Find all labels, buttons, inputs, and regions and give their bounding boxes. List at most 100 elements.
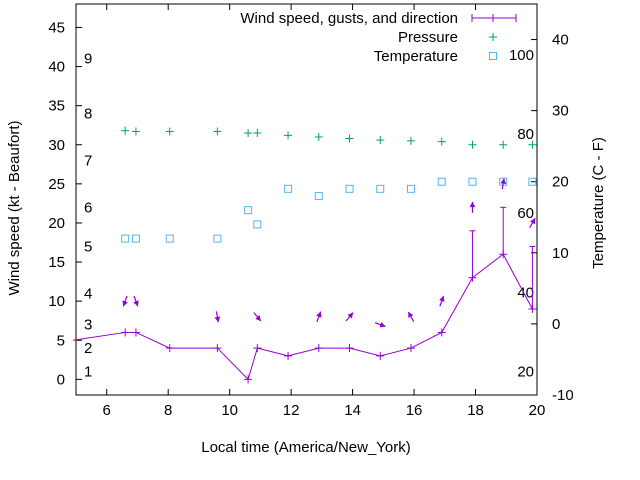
pressure-point xyxy=(345,134,354,143)
legend-temperature-symbol xyxy=(489,52,497,60)
y2-tick-label: 10 xyxy=(552,245,569,262)
legend-pressure-symbol xyxy=(489,33,497,41)
temperature-point xyxy=(468,177,477,186)
temperature-point xyxy=(284,184,293,193)
pressure-point xyxy=(131,127,140,136)
beaufort-label: 1 xyxy=(84,364,92,381)
y2-tick-label: -10 xyxy=(552,387,574,404)
temperature-point xyxy=(213,234,222,243)
fahrenheit-label: 20 xyxy=(517,364,534,381)
wind-speed-point xyxy=(406,344,415,353)
wind-direction-arrow xyxy=(374,321,386,328)
y-tick-label: 20 xyxy=(48,215,65,232)
temperature-point xyxy=(345,184,354,193)
temperature-point xyxy=(437,177,446,186)
pressure-point xyxy=(284,131,293,140)
pressure-point xyxy=(121,126,130,135)
pressure-point xyxy=(437,137,446,146)
fahrenheit-label: 60 xyxy=(517,205,534,222)
tick-group: 6 8 10 12 14 16 18 20051015202530354045-1001020… xyxy=(48,4,574,419)
wind-direction-arrow xyxy=(133,295,139,307)
pressure-point xyxy=(406,136,415,145)
wind-speed-point xyxy=(165,344,174,353)
x-axis-label: Local time (America/New_York) xyxy=(201,439,411,456)
temperature-point xyxy=(528,177,537,186)
pressure-point xyxy=(165,127,174,136)
beaufort-scale-group: 1 2 3 4 5 6 7 8 9 xyxy=(84,51,92,381)
y-tick-label: 15 xyxy=(48,254,65,271)
temperature-point xyxy=(121,234,130,243)
fahrenheit-labels-group: 20 40 60 80 100 xyxy=(509,47,534,380)
wind-direction-arrow xyxy=(529,217,536,229)
fahrenheit-label: 80 xyxy=(517,126,534,143)
x-tick-label: 12 xyxy=(283,402,300,419)
pressure-point xyxy=(499,140,508,149)
y2-tick-label: 40 xyxy=(552,32,569,49)
y-tick-label: 0 xyxy=(57,371,65,388)
wind-speed-line xyxy=(72,253,533,381)
wind-speed-point xyxy=(376,351,385,360)
pressure-point xyxy=(314,132,323,141)
beaufort-label: 8 xyxy=(84,105,92,122)
beaufort-label: 2 xyxy=(84,340,92,357)
x-tick-label: 14 xyxy=(344,402,361,419)
beaufort-label: 3 xyxy=(84,317,92,334)
y-tick-label: 10 xyxy=(48,293,65,310)
wind-speed-point xyxy=(345,344,354,353)
temperature-point xyxy=(314,191,323,200)
temperature-point xyxy=(253,220,262,229)
plot-area-border xyxy=(75,3,538,396)
pressure-point xyxy=(244,129,253,138)
x-tick-label: 10 xyxy=(221,402,238,419)
wind-speed-point xyxy=(253,344,262,353)
beaufort-label: 9 xyxy=(84,51,92,68)
x-tick-label: 8 xyxy=(164,402,172,419)
wind-direction-arrow xyxy=(122,295,128,307)
legend-label: Temperature xyxy=(374,48,458,65)
wind-speed-point xyxy=(213,344,222,353)
wind-speed-point xyxy=(244,375,253,384)
wind-direction-arrow xyxy=(407,311,415,322)
x-tick-label: 20 xyxy=(529,402,546,419)
beaufort-label: 7 xyxy=(84,152,92,169)
wind-speed-point xyxy=(437,328,446,337)
wind-direction-arrow xyxy=(469,201,476,213)
fahrenheit-label: 100 xyxy=(509,47,534,64)
temperature-point xyxy=(165,234,174,243)
y2-axis-label: Temperature (C - F) xyxy=(590,137,607,269)
legend-wind-symbol xyxy=(471,14,517,22)
temperature-point xyxy=(406,184,415,193)
legend: Wind speed, gusts, and direction Pressure… xyxy=(240,10,517,65)
y-tick-label: 40 xyxy=(48,59,65,76)
y-tick-label: 5 xyxy=(57,332,65,349)
x-tick-label: 16 xyxy=(406,402,423,419)
wind-speed-point xyxy=(284,351,293,360)
legend-label: Pressure xyxy=(398,29,458,46)
x-tick-label: 18 xyxy=(467,402,484,419)
wind-direction-arrow xyxy=(439,295,445,307)
wind-speed-point xyxy=(314,344,323,353)
x-tick-label: 6 xyxy=(103,402,111,419)
y-tick-label: 30 xyxy=(48,137,65,154)
wind-speed-point xyxy=(121,328,130,337)
y-axis-label: Wind speed (kt - Beaufort) xyxy=(6,120,23,295)
wind-direction-arrow xyxy=(214,311,221,323)
y2-tick-label: 0 xyxy=(552,316,560,333)
wind-direction-arrow xyxy=(253,312,262,322)
pressure-point xyxy=(528,140,537,149)
wind-direction-arrow xyxy=(345,312,354,322)
wind-direction-arrow xyxy=(500,178,507,190)
y-tick-label: 35 xyxy=(48,98,65,115)
pressure-point xyxy=(468,140,477,149)
data-marks-group xyxy=(72,126,537,384)
y2-tick-label: 30 xyxy=(552,103,569,120)
y-tick-label: 25 xyxy=(48,176,65,193)
temperature-point xyxy=(244,206,253,215)
pressure-point xyxy=(253,129,262,138)
legend-label: Wind speed, gusts, and direction xyxy=(240,10,458,27)
beaufort-label: 6 xyxy=(84,199,92,216)
temperature-point xyxy=(376,184,385,193)
wind-direction-arrow xyxy=(316,311,322,323)
y-tick-label: 45 xyxy=(48,19,65,36)
